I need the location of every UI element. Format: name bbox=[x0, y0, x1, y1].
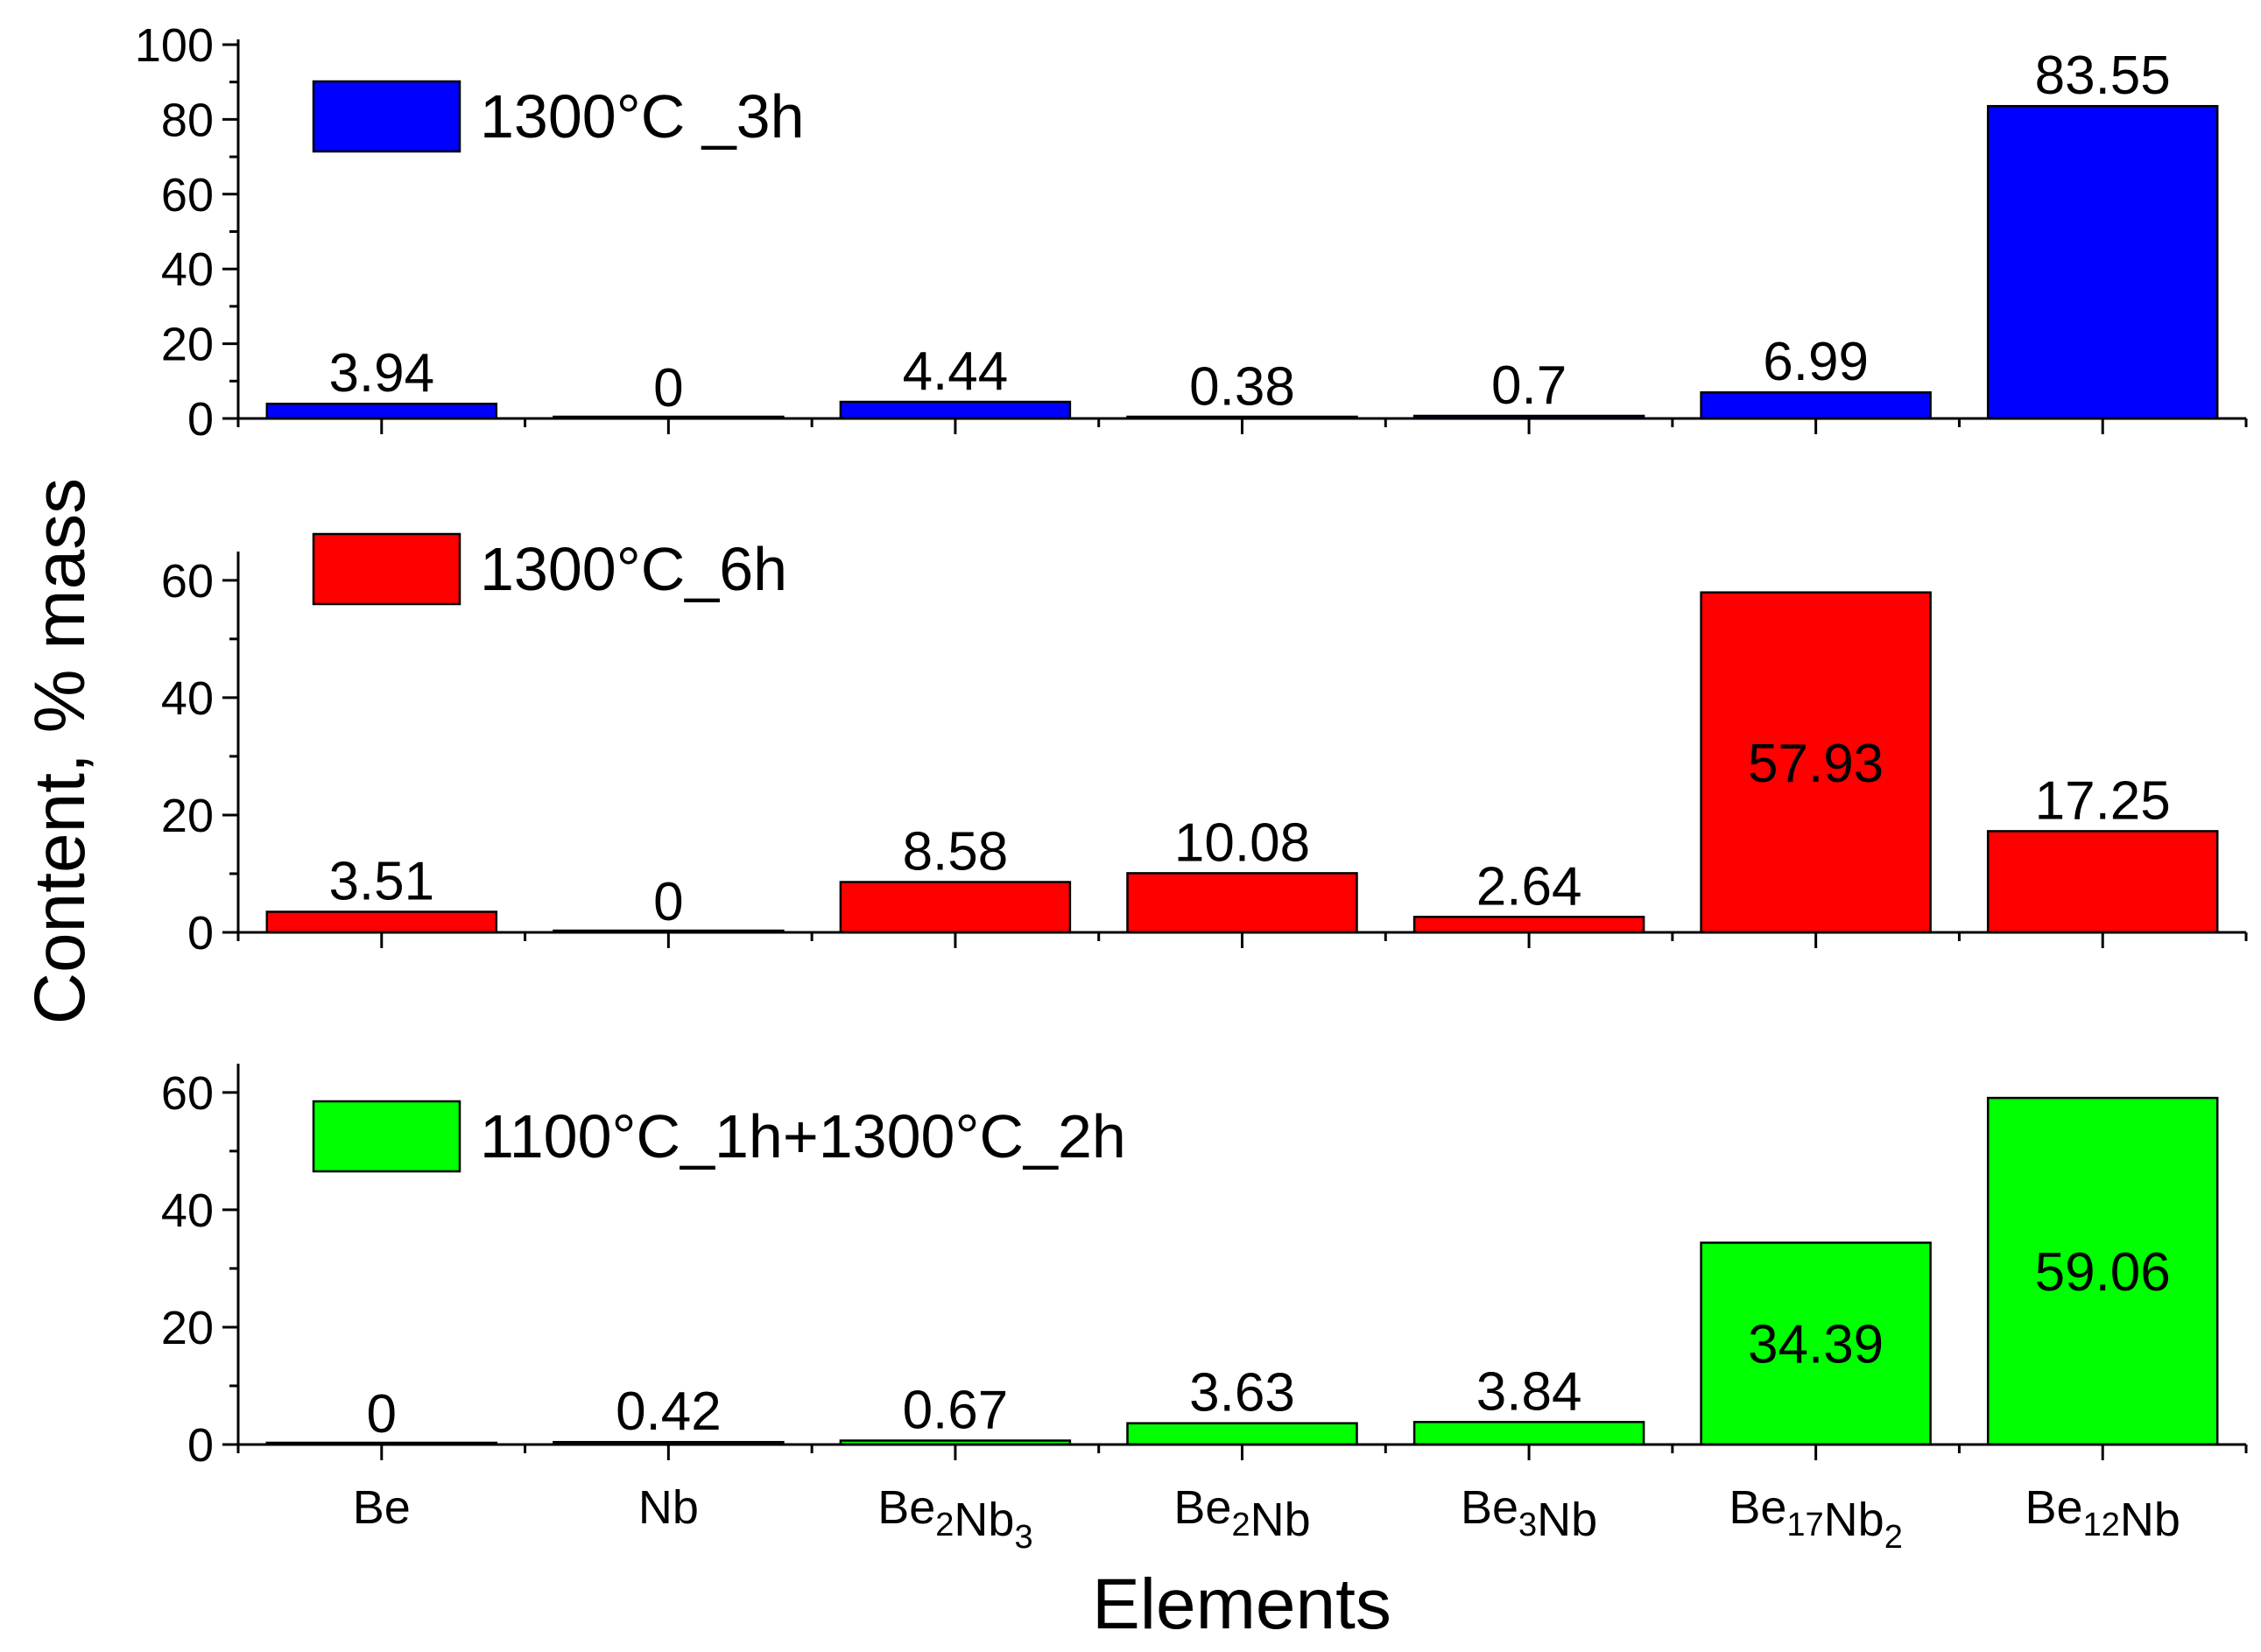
legend-swatch bbox=[312, 80, 461, 153]
data-label: 34.39 bbox=[1748, 1315, 1884, 1375]
data-label: 0 bbox=[653, 872, 683, 932]
y-axis-title: Content, % mass bbox=[20, 478, 100, 1024]
bar-Be12Nb bbox=[1986, 830, 2219, 934]
bar-Be bbox=[265, 910, 498, 934]
y-tick-label: 20 bbox=[161, 790, 214, 842]
bar-Be17Nb2 bbox=[1700, 390, 1932, 420]
x-tick-label-Be12Nb: Be12Nb bbox=[2025, 1481, 2180, 1546]
bar-Be12Nb bbox=[1986, 1096, 2219, 1446]
data-label: 0.42 bbox=[616, 1381, 722, 1442]
y-tick-label: 100 bbox=[135, 19, 214, 72]
data-label: 3.94 bbox=[328, 343, 434, 404]
panel-3: 0 0.42 0.67 3.63 3.84 34.39 59.06 0 20 40 60 1100°C… bbox=[161, 1064, 2248, 1472]
bar-Be2Nb bbox=[1126, 1422, 1358, 1446]
y-tick-label: 60 bbox=[161, 555, 214, 608]
x-axis-title: Elements bbox=[1092, 1564, 1391, 1644]
data-label: 6.99 bbox=[1763, 332, 1869, 392]
y-tick-label: 0 bbox=[187, 1419, 214, 1472]
data-label: 0.7 bbox=[1491, 355, 1567, 416]
y-tick-label: 80 bbox=[161, 94, 214, 146]
data-label: 83.55 bbox=[2035, 46, 2171, 106]
x-tick-label-Nb: Nb bbox=[638, 1481, 699, 1534]
legend-swatch bbox=[312, 532, 461, 606]
legend: 1300°C_6h bbox=[312, 532, 787, 606]
legend-label: 1300°C _3h bbox=[480, 82, 805, 151]
x-tick-label-Be2Nb: Be2Nb bbox=[1173, 1481, 1310, 1546]
legend-label: 1100°C_1h+1300°C_2h bbox=[480, 1102, 1126, 1170]
x-tick-label-Be2Nb3: Be2Nb3 bbox=[877, 1481, 1032, 1556]
bar-Be2Nb3 bbox=[839, 881, 1072, 934]
y-tick-label: 60 bbox=[161, 169, 214, 221]
data-label: 57.93 bbox=[1748, 734, 1884, 794]
legend-label: 1300°C_6h bbox=[480, 535, 787, 603]
data-label: 3.84 bbox=[1476, 1361, 1582, 1422]
data-label: 3.51 bbox=[328, 852, 434, 912]
y-tick-label: 60 bbox=[161, 1067, 214, 1120]
bar-Be3Nb bbox=[1412, 1421, 1645, 1446]
legend-swatch bbox=[312, 1100, 461, 1173]
bar-Be2Nb3 bbox=[839, 400, 1072, 420]
y-tick-label: 20 bbox=[161, 1302, 214, 1354]
y-tick-label: 40 bbox=[161, 672, 214, 725]
x-tick-label-Be: Be bbox=[353, 1481, 411, 1534]
bar-Be17Nb2 bbox=[1700, 1241, 1932, 1446]
y-tick-label: 40 bbox=[161, 243, 214, 296]
y-tick-label: 0 bbox=[187, 393, 214, 446]
data-label: 17.25 bbox=[2035, 770, 2171, 831]
legend: 1100°C_1h+1300°C_2h bbox=[312, 1100, 1126, 1173]
y-tick-label: 40 bbox=[161, 1185, 214, 1237]
data-label: 0.38 bbox=[1189, 356, 1295, 417]
bar-Be3Nb bbox=[1412, 916, 1645, 934]
bar-Be bbox=[265, 402, 498, 420]
data-label: 3.63 bbox=[1189, 1363, 1295, 1424]
x-tick-label-Be3Nb: Be3Nb bbox=[1461, 1481, 1597, 1546]
data-label: 10.08 bbox=[1174, 812, 1310, 873]
data-label: 0 bbox=[367, 1384, 397, 1445]
legend: 1300°C _3h bbox=[312, 80, 805, 153]
data-label: 0 bbox=[653, 358, 683, 418]
data-label: 8.58 bbox=[903, 822, 1009, 882]
y-tick-label: 0 bbox=[187, 907, 214, 960]
y-tick-label: 20 bbox=[161, 319, 214, 371]
data-label: 2.64 bbox=[1476, 856, 1582, 917]
data-label: 4.44 bbox=[903, 341, 1009, 402]
panel-2: 3.51 0 8.58 10.08 2.64 57.93 17.25 0 20 40 60 1300°… bbox=[161, 532, 2248, 960]
bar-Be2Nb bbox=[1126, 872, 1358, 934]
data-label: 0.67 bbox=[903, 1381, 1009, 1441]
x-tick-label-Be17Nb2: Be17Nb2 bbox=[1729, 1481, 1903, 1556]
panel-1: 3.94 0 4.44 0.38 0.7 6.99 83.55 0 20 40 60 80 100 130… bbox=[135, 19, 2248, 446]
data-label: 59.06 bbox=[2035, 1242, 2171, 1303]
bar-Be12Nb bbox=[1986, 104, 2219, 420]
